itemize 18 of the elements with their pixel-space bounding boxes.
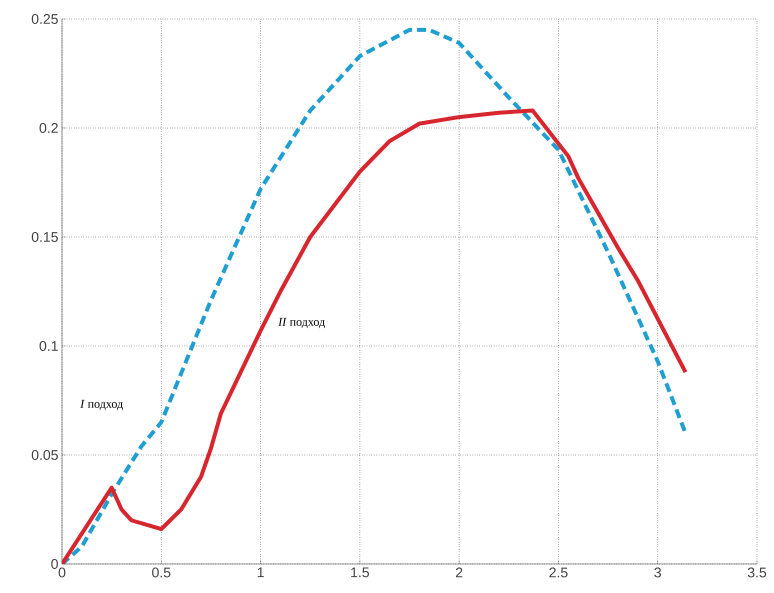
x-tick-label: 2.5 xyxy=(549,568,568,578)
annotation: II подход xyxy=(278,318,325,328)
y-tick-label: 0.1 xyxy=(40,341,58,351)
annotation: I подход xyxy=(80,400,123,410)
x-tick-label: 3.5 xyxy=(748,568,766,578)
y-tick-label: 0.25 xyxy=(32,14,58,24)
y-tick-label: 0.15 xyxy=(32,232,58,242)
x-tick-label: 0.5 xyxy=(152,568,170,578)
x-tick-label: 0 xyxy=(58,568,66,578)
x-tick-label: 3 xyxy=(654,568,661,578)
line-series xyxy=(62,108,688,564)
y-tick-label: 0.2 xyxy=(40,123,58,133)
line-series xyxy=(62,28,688,564)
x-tick-label: 1.5 xyxy=(351,568,370,578)
y-tick-label: 0.05 xyxy=(32,450,58,460)
y-tick-label: 0 xyxy=(51,559,58,569)
x-tick-label: 2 xyxy=(456,568,462,578)
x-tick-label: 1 xyxy=(258,568,264,578)
